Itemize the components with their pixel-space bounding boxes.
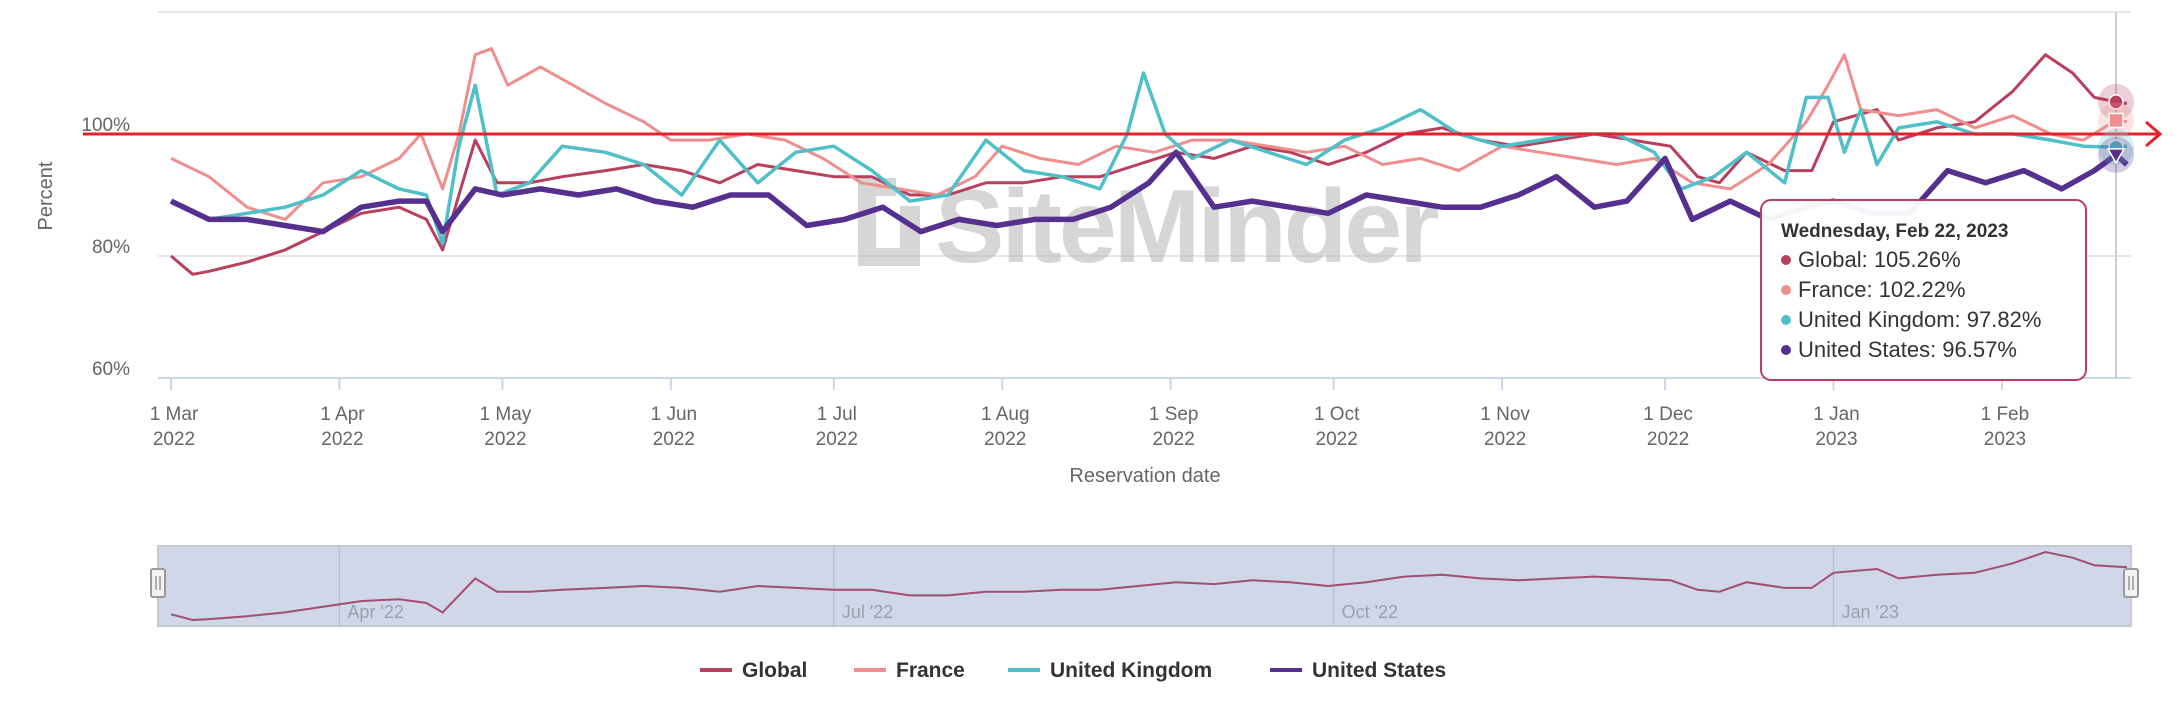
tooltip-bullet-icon	[1781, 315, 1791, 325]
legend-item-global[interactable]: Global	[700, 659, 807, 682]
tooltip-row: United States: 96.57%	[1798, 337, 2017, 362]
legend-label: United Kingdom	[1050, 659, 1212, 682]
watermark-logo: SiteMinder	[858, 169, 1441, 285]
x-tick-label-month: 1 Feb	[1981, 404, 2030, 425]
x-tick-label-month: 1 Jun	[651, 404, 697, 425]
tooltip-row: Global: 105.26%	[1798, 247, 1961, 272]
y-tick-label: 100%	[81, 115, 130, 136]
x-tick-label-year: 2022	[1153, 429, 1195, 450]
y-axis: 60% 80% 100%	[81, 115, 130, 380]
tooltip: Wednesday, Feb 22, 2023 Global: 105.26% Fr…	[1760, 199, 2087, 381]
legend-label: United States	[1312, 659, 1446, 682]
marker-triangle-down	[2106, 148, 2126, 165]
handle-grip-icon	[150, 568, 166, 598]
legend: Global France United Kingdom United States	[700, 659, 1446, 682]
navigator-handle-left[interactable]	[150, 568, 166, 598]
handle-grip-icon	[2123, 568, 2139, 598]
tooltip-bullet-icon	[1781, 255, 1791, 265]
legend-item-united-kingdom[interactable]: United Kingdom	[1008, 659, 1212, 682]
x-tick-label-month: 1 May	[480, 404, 532, 425]
tooltip-row: United Kingdom: 97.82%	[1798, 307, 2041, 332]
x-tick-label-month: 1 Apr	[320, 404, 365, 425]
navigator-label: Apr '22	[347, 602, 403, 622]
x-tick-label-year: 2022	[1647, 429, 1689, 450]
x-tick-label-year: 2022	[984, 429, 1026, 450]
hover-markers	[2098, 83, 2135, 173]
x-tick-label-year: 2022	[1316, 429, 1358, 450]
x-tick-label-year: 2023	[1984, 429, 2026, 450]
x-axis-title: Reservation date	[1069, 465, 1220, 487]
x-tick-label-month: 1 Dec	[1643, 404, 1693, 425]
navigator-label: Jul '22	[842, 602, 893, 622]
tooltip-bullet-icon	[1781, 285, 1791, 295]
navigator[interactable]: Apr '22 Jul '22 Oct '22 Jan '23	[150, 545, 2139, 627]
x-tick-label-year: 2022	[153, 429, 195, 450]
x-tick-label-month: 1 Mar	[150, 404, 199, 425]
y-tick-label: 80%	[92, 237, 130, 258]
x-tick-label-month: 1 Sep	[1149, 404, 1199, 425]
x-tick-label-year: 2022	[653, 429, 695, 450]
x-tick-label-year: 2022	[1484, 429, 1526, 450]
x-tick-label-month: 1 Oct	[1314, 404, 1360, 425]
x-tick-label-year: 2022	[321, 429, 363, 450]
reference-line-100	[83, 120, 2163, 148]
tooltip-row: France: 102.22%	[1798, 277, 1966, 302]
series-line-france	[170, 47, 2128, 221]
navigator-series-line	[170, 550, 2127, 622]
marker-circle-0	[2108, 94, 2124, 110]
y-tick-label: 60%	[92, 359, 130, 380]
marker-square	[2108, 112, 2124, 129]
legend-label: France	[896, 659, 965, 682]
tooltip-bullet-icon	[1781, 345, 1791, 355]
watermark-text: SiteMinder	[935, 169, 1438, 285]
tooltip-box	[1760, 199, 2087, 381]
navigator-handle-right[interactable]	[2123, 568, 2139, 598]
x-tick-label-month: 1 Aug	[981, 404, 1030, 425]
x-tick-label-month: 1 Jul	[817, 404, 857, 425]
x-tick-label-month: 1 Jan	[1813, 404, 1859, 425]
arrow-right-icon	[2145, 120, 2163, 148]
legend-label: Global	[742, 659, 807, 682]
tooltip-date: Wednesday, Feb 22, 2023	[1781, 221, 2008, 242]
x-tick-label-year: 2023	[1815, 429, 1857, 450]
navigator-label: Jan '23	[1841, 602, 1898, 622]
x-tick-label-month: 1 Nov	[1480, 404, 1530, 425]
x-tick-label-year: 2022	[484, 429, 526, 450]
siteminder-logo-icon	[858, 178, 920, 266]
x-axis: 1 Mar 2022 1 Apr 2022 1 May 2022 1 Jun 2022 1 Ju…	[150, 378, 2030, 450]
legend-item-united-states[interactable]: United States	[1270, 659, 1446, 682]
legend-item-france[interactable]: France	[854, 659, 965, 682]
y-axis-title: Percent	[35, 161, 57, 230]
x-tick-label-year: 2022	[816, 429, 858, 450]
navigator-label: Oct '22	[1342, 602, 1398, 622]
